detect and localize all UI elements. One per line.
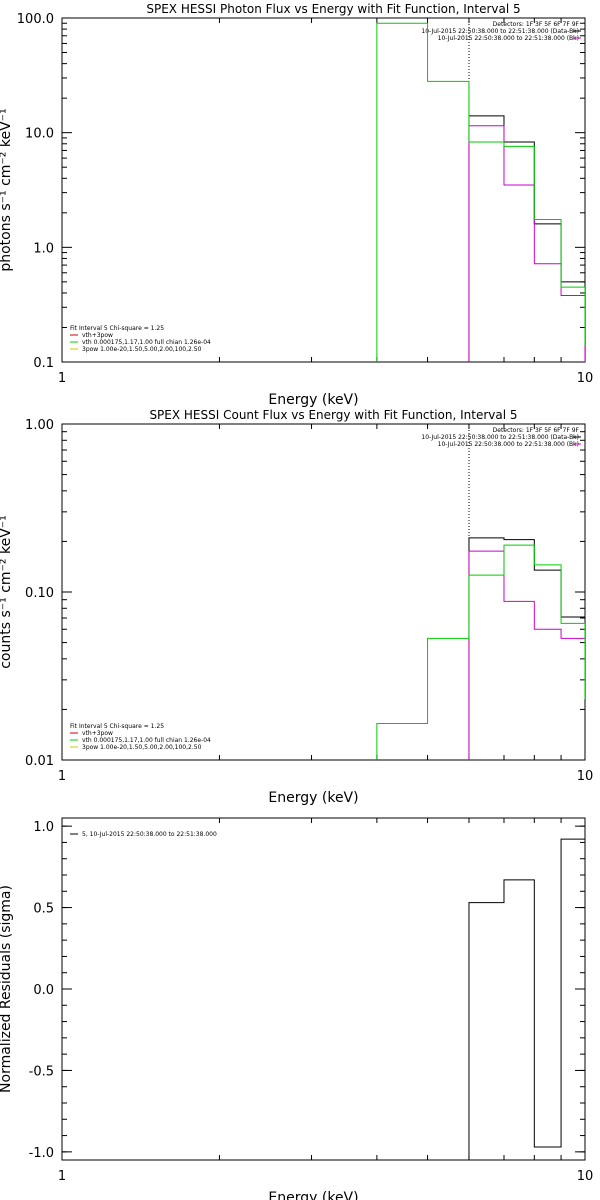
info-text: 10-Jul-2015 22:50:38.000 to 22:51:38.000… — [421, 28, 579, 35]
x-axis-label: Energy (keV) — [268, 790, 358, 806]
x-tick-label: 10 — [577, 769, 594, 784]
x-tick-label: 10 — [577, 371, 594, 386]
legend-entry: 3pow 1.00e-20,1.50,5.00,2.00,100,2.50 — [82, 346, 202, 353]
legend-entry: Fit Interval 5 Chi-square = 1.25 — [70, 723, 164, 730]
y-axis-label: photons s⁻¹ cm⁻² keV⁻¹ — [0, 108, 14, 271]
chart-title: SPEX HESSI Count Flux vs Energy with Fit… — [149, 408, 517, 422]
info-text: Detectors: 1F 3F 5F 6F 7F 9F — [493, 427, 580, 434]
legend-entry: Fit Interval 5 Chi-square = 1.25 — [70, 325, 164, 332]
series-step-1 — [468, 125, 585, 362]
info-text: Detectors: 1F 3F 5F 6F 7F 9F — [493, 21, 580, 28]
legend-entry: vth 0.000175,1.17,1.00 full chian 1.26e-… — [82, 339, 211, 346]
y-tick-label: 0.1 — [33, 356, 54, 371]
info-text: 10-Jul-2015 22:50:38.000 to 22:51:38.000… — [421, 434, 579, 441]
y-tick-label: 0.01 — [25, 754, 54, 769]
y-tick-label: -0.5 — [29, 1064, 54, 1079]
chart-panel-3: 1 10 -1.0 -0.5 0.0 0.5 1.0 Energy (keV) Normaliz… — [0, 817, 594, 1200]
y-axis-label: counts s⁻¹ cm⁻² keV⁻¹ — [0, 515, 14, 669]
series-step-0 — [468, 115, 585, 362]
legend-entry: vth+3pow — [82, 332, 113, 339]
chart-panel-2: SPEX HESSI Count Flux vs Energy with Fit… — [0, 408, 593, 806]
y-tick-label: 0.10 — [25, 586, 54, 601]
y-axis-label: Normalized Residuals (sigma) — [0, 885, 14, 1093]
x-tick-label: 1 — [58, 1169, 66, 1184]
series-step-0 — [468, 537, 585, 760]
x-tick-label: 10 — [577, 1169, 594, 1184]
y-tick-label: 0.0 — [33, 983, 54, 998]
plot-frame — [61, 17, 586, 363]
y-tick-label: 1.0 — [33, 820, 54, 835]
plot-frame — [61, 817, 586, 1161]
info-text: 10-Jul-2015 22:50:38.000 to 22:51:38.000… — [438, 35, 579, 42]
info-text: 10-Jul-2015 22:50:38.000 to 22:51:38.000… — [438, 441, 579, 448]
chart-panel-1: SPEX HESSI Photon Flux vs Energy with Fi… — [0, 2, 593, 408]
legend-entry: 3pow 1.00e-20,1.50,5.00,2.00,100,2.50 — [82, 744, 202, 751]
y-tick-label: 100.0 — [17, 12, 54, 27]
y-tick-label: 1.00 — [25, 418, 54, 433]
x-axis-label: Energy (keV) — [268, 392, 358, 408]
series-step-2 — [376, 544, 585, 760]
y-tick-label: 0.5 — [33, 902, 54, 917]
legend-entry: vth+3pow — [82, 730, 113, 737]
x-tick-label: 1 — [58, 371, 66, 386]
chart-title: SPEX HESSI Photon Flux vs Energy with Fi… — [146, 2, 520, 16]
x-tick-label: 1 — [58, 769, 66, 784]
y-tick-label: -1.0 — [29, 1146, 54, 1161]
plot-frame — [61, 423, 586, 761]
x-axis-label: Energy (keV) — [268, 1190, 358, 1200]
series-step-0 — [468, 838, 585, 1160]
legend-entry: vth 0.000175,1.17,1.00 full chian 1.26e-… — [82, 737, 211, 744]
y-tick-label: 10.0 — [25, 127, 54, 142]
series-step-2 — [376, 22, 585, 362]
series-step-1 — [468, 550, 585, 760]
legend-entry: 5, 10-Jul-2015 22:50:38.000 to 22:51:38.… — [82, 831, 217, 838]
y-tick-label: 1.0 — [33, 241, 54, 256]
